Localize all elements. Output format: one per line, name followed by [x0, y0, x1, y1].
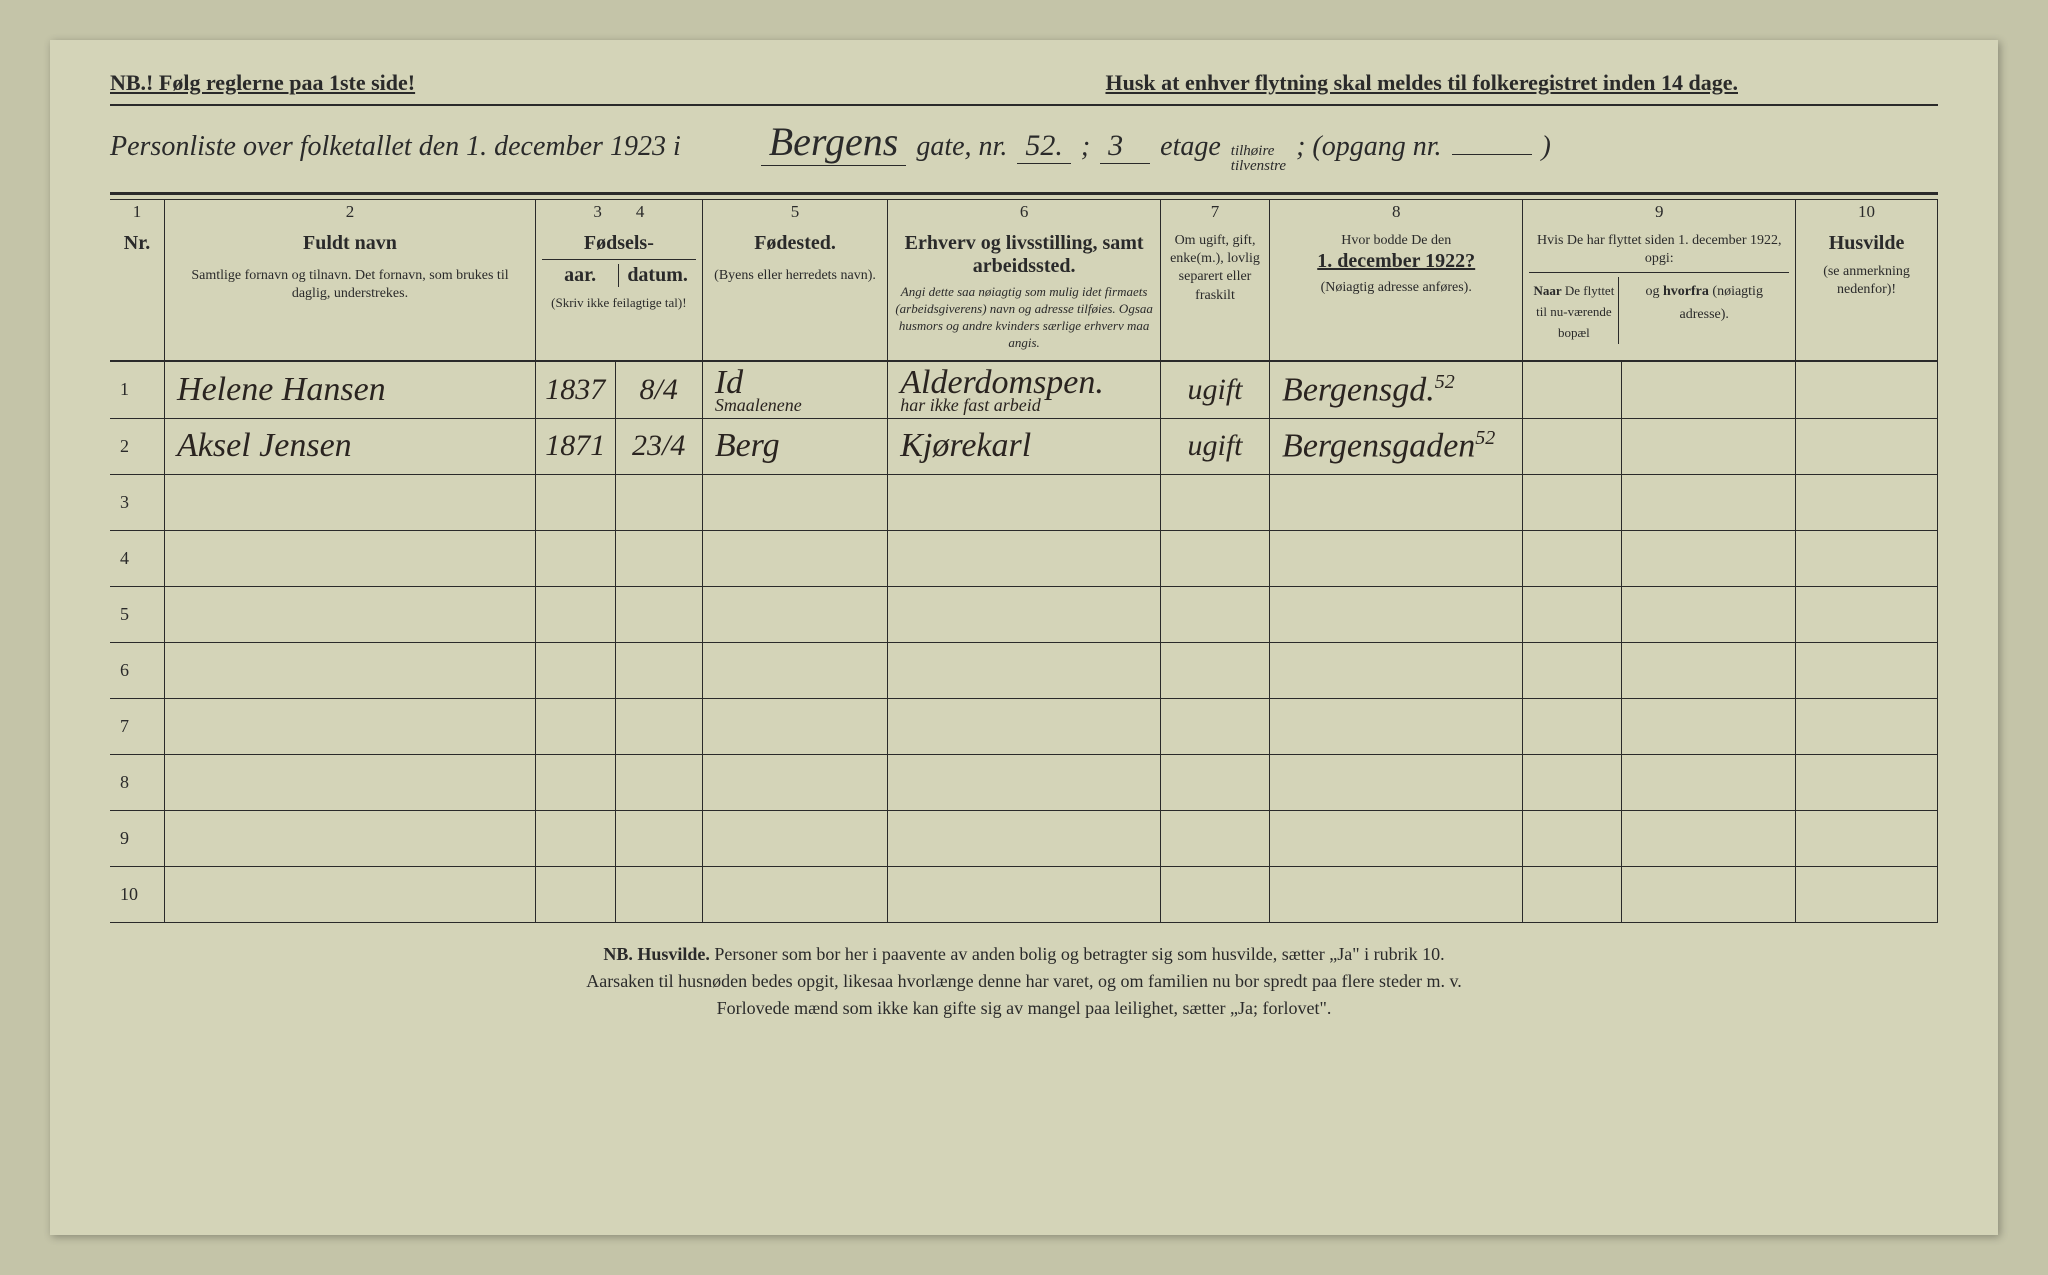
street-handwritten: Bergens — [761, 118, 907, 166]
column-header-row: Nr. Fuldt navn Samtlige fornavn og tilna… — [110, 224, 1938, 361]
col-birth: Fødsels- aar. datum. (Skriv ikke feilagt… — [535, 224, 702, 361]
side-options: tilhøire tilvenstre — [1231, 144, 1286, 174]
col-birthplace: Fødested. (Byens eller herredets navn). — [702, 224, 887, 361]
table-row: 1 Helene Hansen 1837 8/4 IdSmaalenene Al… — [110, 361, 1938, 419]
title-row: Personliste over folketallet den 1. dece… — [110, 118, 1938, 174]
table-row: 9 — [110, 810, 1938, 866]
col-nr: Nr. — [110, 224, 165, 361]
floor-label: etage — [1160, 131, 1221, 163]
entrance-label: ; (opgang nr. — [1296, 131, 1441, 163]
column-number-row: 1 2 3 4 5 6 7 8 9 10 — [110, 200, 1938, 225]
warning-right: Husk at enhver flytning skal meldes til … — [1105, 70, 1738, 96]
entrance-close: ) — [1542, 131, 1551, 163]
house-nr: 52. — [1017, 129, 1071, 164]
table-row: 8 — [110, 754, 1938, 810]
census-table: 1 2 3 4 5 6 7 8 9 10 Nr. Fuldt navn Samt… — [110, 199, 1938, 923]
col-occupation: Erhverv og livsstilling, samt arbeidsste… — [888, 224, 1161, 361]
name-cell: Aksel Jensen — [165, 418, 536, 474]
col-husvilde: Husvilde (se anmerkning nedenfor)! — [1796, 224, 1938, 361]
table-row: 4 — [110, 530, 1938, 586]
floor-nr: 3 — [1100, 129, 1150, 164]
title-prefix: Personliste over folketallet den 1. dece… — [110, 131, 681, 163]
name-cell: Helene Hansen — [165, 361, 536, 419]
table-row: 2 Aksel Jensen 1871 23/4 Berg Kjørekarl … — [110, 418, 1938, 474]
street-suffix: gate, nr. — [916, 131, 1007, 163]
col-prev-addr: Hvor bodde De den 1. december 1922? (Nøi… — [1270, 224, 1523, 361]
col-name: Fuldt navn Samtlige fornavn og tilnavn. … — [165, 224, 536, 361]
census-form-page: NB.! Følg reglerne paa 1ste side! Husk a… — [50, 40, 1998, 1235]
table-body: 1 Helene Hansen 1837 8/4 IdSmaalenene Al… — [110, 361, 1938, 923]
table-row: 6 — [110, 642, 1938, 698]
table-row: 5 — [110, 586, 1938, 642]
col-status: Om ugift, gift, enke(m.), lovlig separer… — [1160, 224, 1269, 361]
warning-left: NB.! Følg reglerne paa 1ste side! — [110, 70, 415, 96]
top-warnings: NB.! Følg reglerne paa 1ste side! Husk a… — [110, 70, 1938, 96]
table-row: 7 — [110, 698, 1938, 754]
col-moved: Hvis De har flyttet siden 1. december 19… — [1523, 224, 1796, 361]
table-row: 3 — [110, 474, 1938, 530]
entrance-field — [1452, 154, 1532, 155]
table-row: 10 — [110, 866, 1938, 922]
footer-note: NB. Husvilde. Personer som bor her i paa… — [110, 941, 1938, 1022]
floor-sep: ; — [1081, 131, 1090, 163]
